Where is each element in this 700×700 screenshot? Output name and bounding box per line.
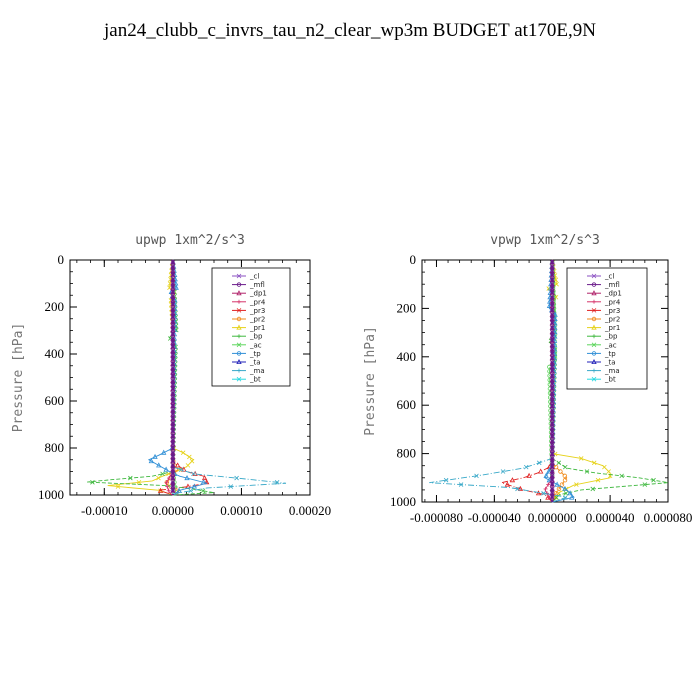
x-tick-label: -0.00010 bbox=[81, 503, 128, 518]
svg-text:_ma: _ma bbox=[249, 367, 265, 375]
svg-text:_pr3: _pr3 bbox=[249, 307, 265, 315]
x-tick-label: 0.000000 bbox=[528, 510, 577, 525]
legend-item: _bt bbox=[232, 376, 261, 384]
x-tick-label: -0.000080 bbox=[410, 510, 463, 525]
svg-text:_dp1: _dp1 bbox=[604, 290, 622, 298]
svg-text:_ta: _ta bbox=[604, 359, 616, 367]
upwp-chart: upwp 1xm^2/s^3 Pressure [hPa] 0 200 400 600 80… bbox=[11, 233, 331, 518]
svg-text:_pr2: _pr2 bbox=[604, 316, 620, 324]
legend-item: _bp bbox=[587, 333, 618, 341]
y-tick-label: 400 bbox=[397, 349, 417, 364]
legend-item: _cl bbox=[232, 273, 259, 281]
x-tick-label: 0.000040 bbox=[586, 510, 635, 525]
legend-item: _ta bbox=[587, 359, 616, 367]
legend-item: _mfl bbox=[587, 281, 620, 289]
page-title: jan24_clubb_c_invrs_tau_n2_clear_wp3m BU… bbox=[104, 20, 596, 41]
y-tick-label: 200 bbox=[45, 299, 65, 314]
legend-item: _dp1 bbox=[587, 290, 622, 298]
x-tick-label: 0.00010 bbox=[220, 503, 262, 518]
vpwp-chart: vpwp 1xm^2/s^3 Pressure [hPa] 0 200 400 600 80… bbox=[363, 233, 693, 525]
svg-text:_ta: _ta bbox=[249, 359, 261, 367]
svg-text:_mfl: _mfl bbox=[604, 281, 620, 289]
svg-text:_cl: _cl bbox=[604, 273, 614, 281]
x-tick-label: 0.000080 bbox=[644, 510, 693, 525]
legend: _cl_mfl_dp1_pr4_pr3_pr2_pr1_bp_ac_tp_ta_… bbox=[566, 267, 648, 390]
legend-item: _pr3 bbox=[232, 307, 265, 315]
legend-item: _ta bbox=[232, 359, 261, 367]
x-tick-label: -0.000040 bbox=[468, 510, 521, 525]
series-mfl bbox=[549, 260, 555, 502]
y-tick-label: 1000 bbox=[390, 494, 416, 509]
svg-text:_bp: _bp bbox=[249, 333, 263, 341]
svg-text:_bp: _bp bbox=[604, 333, 618, 341]
svg-text:_pr1: _pr1 bbox=[249, 324, 265, 332]
legend-item: _pr2 bbox=[232, 316, 265, 324]
svg-text:_pr4: _pr4 bbox=[604, 298, 621, 306]
legend-item: _bp bbox=[232, 333, 263, 341]
svg-text:_bt: _bt bbox=[604, 376, 616, 384]
y-tick-label: 800 bbox=[397, 446, 417, 461]
legend-item: _pr3 bbox=[587, 307, 620, 315]
legend-box bbox=[211, 267, 291, 387]
svg-text:_ac: _ac bbox=[249, 341, 262, 349]
legend-item: _pr1 bbox=[232, 324, 265, 332]
svg-text:_cl: _cl bbox=[249, 273, 259, 281]
svg-text:_pr3: _pr3 bbox=[604, 307, 620, 315]
legend-item: _pr4 bbox=[587, 298, 621, 306]
legend-item: _dp1 bbox=[232, 290, 267, 298]
series-mfl bbox=[170, 260, 176, 495]
svg-text:_pr4: _pr4 bbox=[249, 298, 266, 306]
legend-item: _mfl bbox=[232, 281, 265, 289]
series-ma bbox=[172, 260, 287, 496]
y-tick-label: 800 bbox=[45, 440, 65, 455]
y-tick-label: 200 bbox=[397, 300, 417, 315]
svg-text:_pr2: _pr2 bbox=[249, 316, 265, 324]
svg-text:_ac: _ac bbox=[604, 341, 617, 349]
legend-item: _ac bbox=[232, 341, 262, 349]
legend-item: _cl bbox=[587, 273, 614, 281]
series-ma bbox=[429, 260, 568, 503]
chart-title: upwp 1xm^2/s^3 bbox=[135, 233, 245, 248]
svg-text:_pr1: _pr1 bbox=[604, 324, 620, 332]
legend-item: _pr1 bbox=[587, 324, 620, 332]
svg-text:_ma: _ma bbox=[604, 367, 620, 375]
y-axis-label: Pressure [hPa] bbox=[363, 326, 378, 436]
y-tick-label: 0 bbox=[410, 252, 417, 267]
x-tick-label: 0.00000 bbox=[152, 503, 194, 518]
svg-text:_mfl: _mfl bbox=[249, 281, 265, 289]
y-tick-label: 600 bbox=[45, 393, 65, 408]
y-tick-label: 600 bbox=[397, 397, 417, 412]
svg-text:_tp: _tp bbox=[249, 350, 261, 358]
series-pr3 bbox=[157, 260, 210, 496]
legend-item: _bt bbox=[587, 376, 616, 384]
legend-box bbox=[566, 267, 648, 390]
svg-text:_tp: _tp bbox=[604, 350, 616, 358]
series-tp bbox=[147, 259, 208, 496]
chart-title: vpwp 1xm^2/s^3 bbox=[490, 233, 600, 248]
legend-item: _pr2 bbox=[587, 316, 620, 324]
x-tick-label: 0.00020 bbox=[289, 503, 331, 518]
y-tick-label: 0 bbox=[58, 252, 65, 267]
svg-text:_dp1: _dp1 bbox=[249, 290, 267, 298]
legend-item: _ma bbox=[587, 367, 620, 375]
legend: _cl_mfl_dp1_pr4_pr3_pr2_pr1_bp_ac_tp_ta_… bbox=[211, 267, 291, 387]
legend-item: _tp bbox=[587, 350, 616, 358]
legend-item: _pr4 bbox=[232, 298, 266, 306]
y-tick-label: 1000 bbox=[38, 487, 64, 502]
legend-item: _tp bbox=[232, 350, 261, 358]
legend-item: _ma bbox=[232, 367, 265, 375]
y-tick-label: 400 bbox=[45, 346, 65, 361]
series-pr3 bbox=[499, 260, 553, 503]
y-axis-label: Pressure [hPa] bbox=[11, 323, 26, 433]
svg-text:_bt: _bt bbox=[249, 376, 261, 384]
legend-item: _ac bbox=[587, 341, 617, 349]
